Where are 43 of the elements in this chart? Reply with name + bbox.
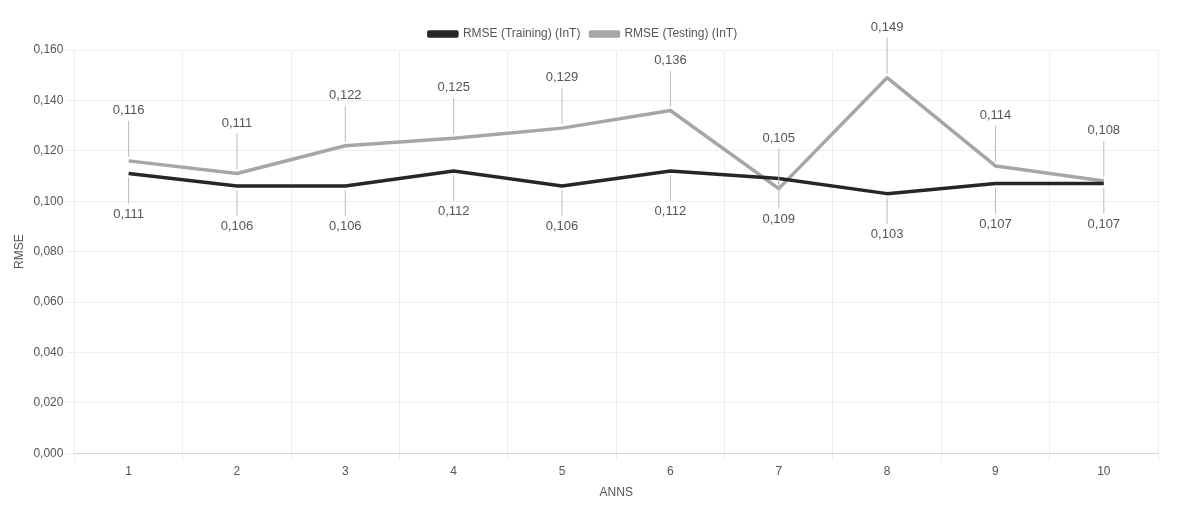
data-label: 0,107 [1087, 215, 1121, 231]
x-tick-label: 8 [883, 463, 891, 478]
data-label: 0,108 [1087, 122, 1121, 138]
data-label: 0,122 [329, 86, 362, 102]
legend-label: RMSE (Testing) (InT) [624, 26, 738, 41]
data-label: 0,125 [437, 79, 470, 95]
x-tick-label: 4 [450, 463, 458, 478]
x-tick-label: 3 [341, 463, 349, 478]
data-label: 0,112 [437, 203, 470, 219]
data-label: 0,103 [870, 225, 904, 241]
data-label: 0,105 [762, 129, 796, 145]
y-tick-label: 0,020 [33, 395, 64, 410]
y-tick-label: 0,120 [33, 143, 64, 158]
data-label: 0,106 [545, 218, 579, 234]
y-tick-label: 0,060 [33, 294, 64, 309]
data-label: 0,129 [545, 69, 579, 85]
x-tick-label: 7 [775, 463, 783, 478]
x-tick-label: 1 [125, 463, 133, 478]
data-label: 0,106 [329, 218, 362, 234]
data-label: 0,116 [112, 101, 145, 117]
data-label: 0,111 [221, 114, 253, 130]
x-tick-label: 10 [1097, 463, 1111, 478]
data-label: 0,106 [220, 218, 254, 234]
data-label: 0,107 [979, 215, 1012, 231]
x-axis-title: ANNS [599, 485, 633, 500]
data-label: 0,111 [113, 205, 144, 221]
data-label: 0,149 [870, 18, 904, 34]
x-tick-label: 5 [558, 463, 566, 478]
x-tick-label: 2 [233, 463, 241, 478]
data-label: 0,109 [762, 210, 796, 226]
x-tick-label: 9 [992, 463, 1000, 478]
legend-label: RMSE (Training) (InT) [462, 26, 581, 41]
data-label: 0,136 [654, 51, 687, 67]
data-label: 0,112 [654, 203, 687, 219]
x-tick-label: 6 [667, 463, 675, 478]
y-tick-label: 0,140 [33, 92, 64, 107]
data-label: 0,114 [979, 107, 1012, 122]
y-tick-label: 0,080 [33, 243, 64, 258]
y-axis-title: RMSE [11, 234, 26, 269]
y-tick-label: 0,160 [33, 42, 64, 57]
y-tick-label: 0,000 [33, 445, 64, 460]
y-tick-label: 0,100 [33, 193, 64, 208]
y-tick-label: 0,040 [33, 344, 64, 359]
